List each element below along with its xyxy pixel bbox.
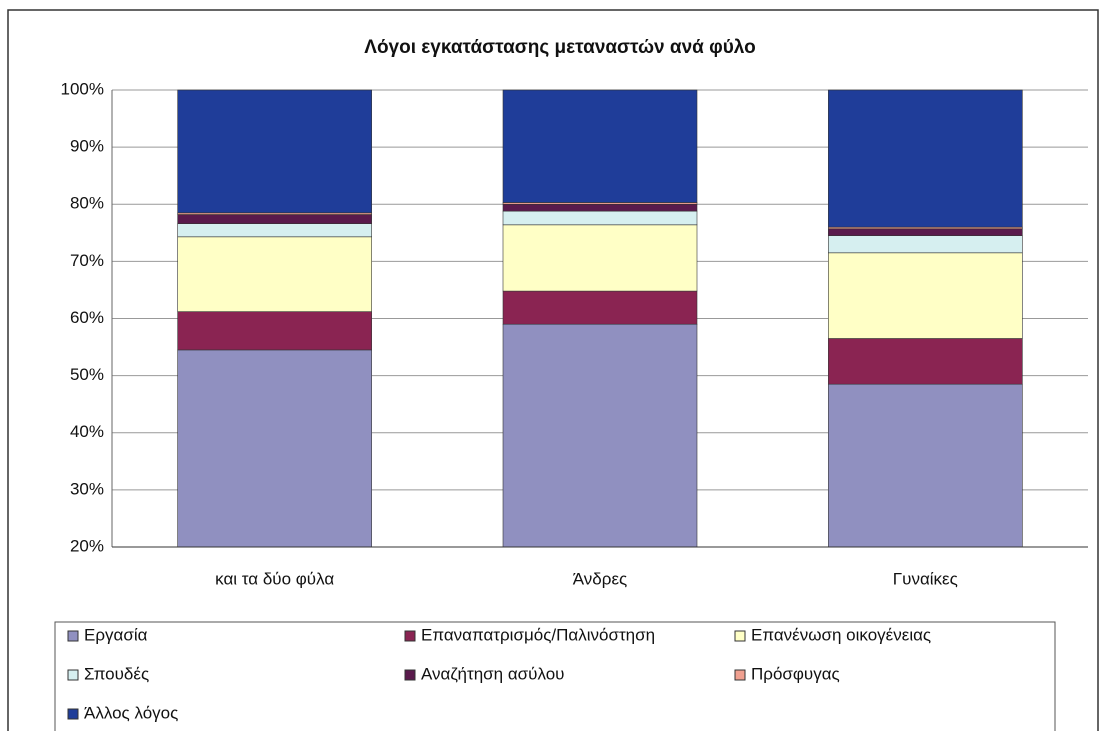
bar-segment xyxy=(177,89,372,214)
bar-segment xyxy=(502,89,698,203)
legend-box xyxy=(54,621,1056,731)
bar-segment xyxy=(177,236,372,312)
bar-segment xyxy=(177,214,372,224)
bar-segment xyxy=(502,224,698,292)
bar-segment xyxy=(177,349,372,548)
legend-swatch xyxy=(67,669,79,681)
y-tick-label: 90% xyxy=(70,137,104,156)
legend-label: Επαναπατρισμός/Παλινόστηση xyxy=(421,625,655,644)
y-tick-label: 80% xyxy=(70,194,104,213)
legend-label: Εργασία xyxy=(84,625,148,644)
bar-segment xyxy=(177,223,372,238)
legend-label: Αναζήτηση ασύλου xyxy=(421,664,564,683)
bar-segment xyxy=(502,323,698,548)
legend-label: Άλλος λόγος xyxy=(84,703,178,722)
bar-segment xyxy=(828,252,1023,339)
bar-segment xyxy=(828,228,1023,236)
bar-segment xyxy=(502,210,698,226)
bar-segment xyxy=(828,338,1023,385)
bar-segment xyxy=(502,290,698,325)
legend-swatch xyxy=(734,630,746,642)
x-tick-label: Γυναίκες xyxy=(893,569,958,588)
legend-swatch xyxy=(404,669,416,681)
x-tick-label: Άνδρες xyxy=(573,569,627,588)
legend-label: Επανένωση οικογένειας xyxy=(751,625,931,644)
bar-segment xyxy=(828,89,1023,228)
legend-swatch xyxy=(734,669,746,681)
bar-segment xyxy=(828,235,1023,254)
y-tick-label: 60% xyxy=(70,308,104,327)
bar-segment xyxy=(177,311,372,351)
bar-segment xyxy=(502,203,698,212)
legend-label: Σπουδές xyxy=(84,664,149,683)
x-tick-label: και τα δύο φύλα xyxy=(215,569,334,588)
legend-swatch xyxy=(404,630,416,642)
y-tick-label: 40% xyxy=(70,422,104,441)
legend-swatch xyxy=(67,708,79,720)
y-tick-label: 100% xyxy=(61,79,104,98)
y-tick-label: 70% xyxy=(70,251,104,270)
legend-label: Πρόσφυγας xyxy=(751,664,840,683)
y-tick-label: 50% xyxy=(70,365,104,384)
legend-swatch xyxy=(67,630,79,642)
y-tick-label: 20% xyxy=(70,536,104,555)
y-tick-label: 30% xyxy=(70,479,104,498)
chart-title: Λόγοι εγκατάστασης μεταναστών ανά φύλο xyxy=(364,37,755,58)
bar-segment xyxy=(828,383,1023,548)
